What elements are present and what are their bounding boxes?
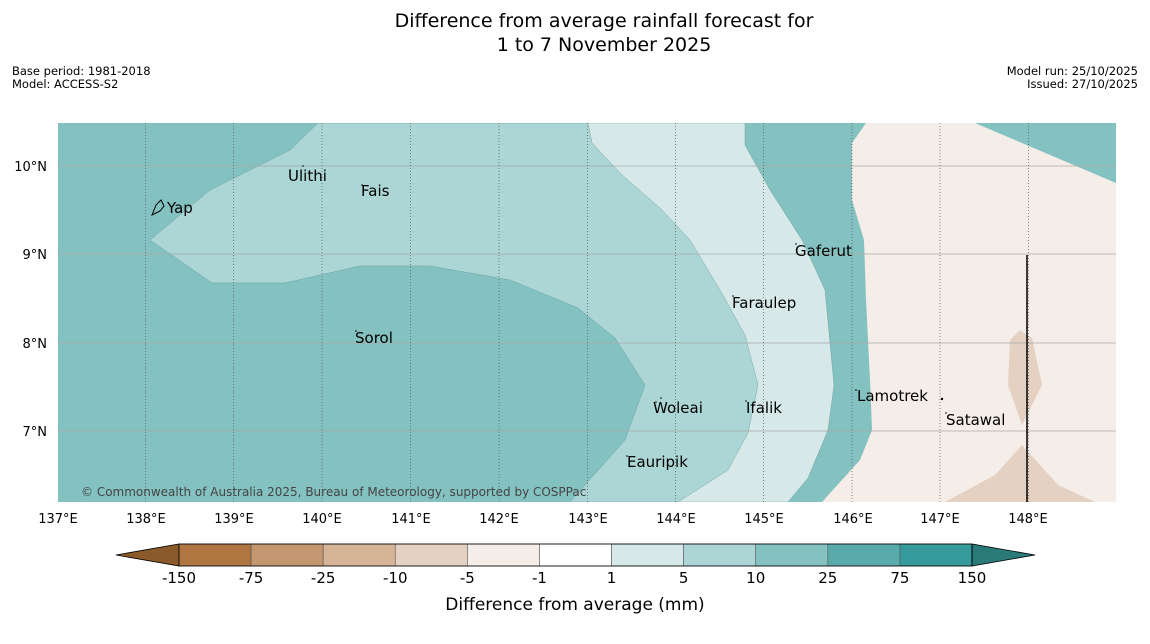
colorbar-segment — [250, 543, 324, 567]
place-yap: Yap — [166, 199, 193, 217]
colorbar-tick-label: 10 — [746, 569, 765, 587]
lat-label: 10°N — [14, 160, 47, 175]
model-name: Model: ACCESS-S2 — [12, 77, 119, 91]
colorbar-tick-label: -25 — [311, 569, 336, 587]
base-period: Base period: 1981-2018 — [12, 64, 151, 78]
colorbar-tick-label: -75 — [239, 569, 264, 587]
band-neg1-neg5 — [822, 123, 1116, 502]
place-gaferut: Gaferut — [795, 242, 852, 260]
island-markers — [289, 165, 947, 457]
colorbar-segment — [755, 543, 829, 567]
lon-label: 138°E — [126, 512, 166, 527]
colorbar-segment — [178, 543, 252, 567]
lon-axis-labels: 137°E 138°E 139°E 140°E 141°E 142°E 143°… — [38, 512, 1048, 527]
meta-left: Base period: 1981-2018 Model: ACCESS-S2 — [12, 65, 151, 91]
copyright-notice: © Commonwealth of Australia 2025, Bureau… — [81, 485, 586, 499]
place-faraulep: Faraulep — [732, 294, 796, 312]
place-labels: Yap Ulithi Fais Gaferut Faraulep Sorol L… — [166, 167, 1005, 471]
colorbar-arrow-high — [971, 543, 1036, 567]
lon-label: 139°E — [214, 512, 254, 527]
lon-label: 148°E — [1008, 512, 1048, 527]
colorbar-frame — [178, 543, 973, 567]
colorbar-tick-label: 25 — [818, 569, 837, 587]
lat-label: 9°N — [23, 248, 48, 263]
colorbar-tick-label: 1 — [607, 569, 617, 587]
place-woleai: Woleai — [653, 399, 703, 417]
meta-right: Model run: 25/10/2025 Issued: 27/10/2025 — [1007, 65, 1138, 91]
place-satawal: Satawal — [946, 411, 1005, 429]
place-sorol: Sorol — [355, 329, 393, 347]
colorbar-segment — [467, 543, 540, 567]
lon-label: 140°E — [302, 512, 342, 527]
map-area — [58, 123, 1116, 502]
colorbar-tick-label: 150 — [958, 569, 987, 587]
colorbar-tick-label: -150 — [162, 569, 196, 587]
colorbar-tick-label: 75 — [890, 569, 909, 587]
map-title: Difference from average rainfall forecas… — [0, 9, 1150, 57]
place-lamotrek: Lamotrek — [857, 387, 928, 405]
lon-label: 142°E — [479, 512, 519, 527]
title-line-2: 1 to 7 November 2025 — [496, 34, 712, 56]
colorbar-segment — [394, 543, 468, 567]
lon-label: 141°E — [391, 512, 431, 527]
lon-label: 145°E — [744, 512, 784, 527]
colorbar-title: Difference from average (mm) — [445, 595, 704, 615]
colorbar-segment — [827, 543, 901, 567]
lon-label: 144°E — [656, 512, 696, 527]
place-eauripik: Eauripik — [627, 453, 688, 471]
place-ulithi: Ulithi — [288, 167, 327, 185]
yap-island-outline — [151, 199, 165, 217]
colorbar-tick-label: -10 — [383, 569, 408, 587]
lat-label: 8°N — [23, 337, 48, 352]
colorbar-segment — [899, 543, 973, 567]
colorbar-tick-label: 5 — [679, 569, 689, 587]
colorbar-tick-label: -5 — [460, 569, 475, 587]
colorbar-segment — [683, 543, 757, 567]
colorbar-tick-label: -1 — [532, 569, 547, 587]
colorbar-segment — [611, 543, 684, 567]
place-ifalik: Ifalik — [746, 399, 782, 417]
band-1-5 — [587, 123, 835, 502]
place-fais: Fais — [361, 182, 390, 200]
lon-label: 143°E — [568, 512, 608, 527]
lon-gridlines — [145, 123, 1029, 502]
band-neg5-neg10-south — [945, 445, 1095, 502]
issued-date: Issued: 27/10/2025 — [1027, 77, 1138, 91]
colorbar-segment — [539, 543, 612, 567]
lat-label: 7°N — [23, 425, 48, 440]
colorbar-arrow-low — [115, 543, 180, 567]
colorbar: -150 -75 -25 -10 -5 -1 1 5 10 25 75 150 — [115, 543, 1036, 587]
model-run: Model run: 25/10/2025 — [1006, 64, 1138, 78]
band-neg5-neg10-north — [1008, 330, 1042, 425]
lon-label: 147°E — [920, 512, 960, 527]
lon-label: 146°E — [833, 512, 873, 527]
title-line-1: Difference from average rainfall forecas… — [394, 10, 814, 32]
lon-label: 137°E — [38, 512, 78, 527]
lat-axis-labels: 10°N 9°N 8°N 7°N — [14, 160, 47, 440]
colorbar-segment — [322, 543, 396, 567]
